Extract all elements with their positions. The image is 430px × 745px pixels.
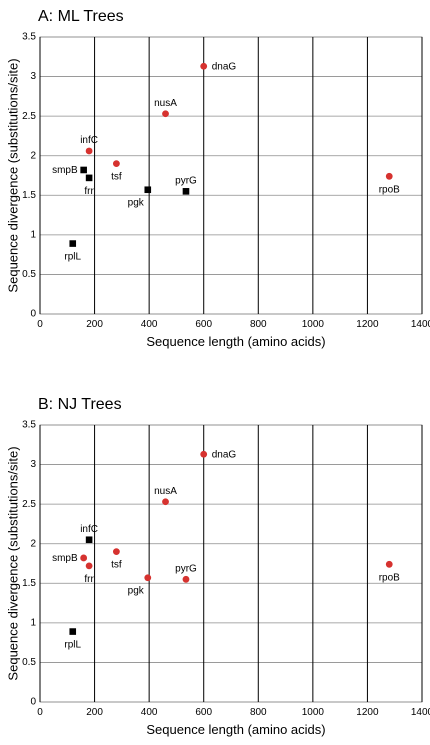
data-point-dnaG: [200, 62, 208, 70]
point-label-rplL: rplL: [64, 640, 81, 651]
point-label-infC: infC: [80, 524, 98, 535]
data-point-pyrG: [182, 188, 190, 195]
data-point-frr: [85, 562, 93, 570]
y-axis-label: Sequence divergence (substitutions/site): [5, 446, 20, 680]
point-label-pyrG: pyrG: [175, 563, 197, 574]
x-tick-label: 800: [250, 319, 267, 330]
point-label-nusA: nusA: [154, 98, 177, 109]
y-tick-label: 2: [30, 150, 36, 161]
data-point-tsf: [113, 548, 120, 556]
point-label-infC: infC: [80, 135, 98, 146]
x-tick-label: 0: [37, 319, 43, 330]
y-tick-label: 1: [30, 617, 36, 628]
point-label-pgk: pgk: [128, 586, 145, 597]
data-point-nusA: [162, 110, 169, 118]
point-label-frr: frr: [84, 574, 94, 585]
point-label-rpoB: rpoB: [379, 572, 400, 583]
point-label-rplL: rplL: [64, 252, 81, 263]
chart-title: B: NJ Trees: [38, 396, 122, 413]
data-point-dnaG: [200, 450, 208, 458]
y-tick-label: 2: [30, 538, 36, 549]
point-label-pgk: pgk: [128, 198, 145, 209]
plot-frame: [39, 424, 423, 703]
y-tick-label: 1: [30, 229, 36, 240]
x-tick-label: 1000: [302, 319, 325, 330]
data-point-rpoB: [385, 172, 393, 180]
x-tick-label: 1000: [302, 707, 325, 718]
x-axis-label: Sequence length (amino acids): [146, 334, 325, 349]
data-point-smpB: [80, 166, 87, 174]
y-tick-label: 0: [30, 697, 36, 708]
y-tick-label: 3: [30, 459, 36, 470]
y-tick-label: 0.5: [22, 657, 36, 668]
data-point-rplL: [69, 240, 77, 247]
data-point-infC: [85, 536, 93, 544]
y-tick-label: 3.5: [22, 32, 36, 43]
y-axis-label: Sequence divergence (substitutions/site): [5, 58, 20, 292]
y-tick-label: 0.5: [22, 269, 36, 280]
point-label-smpB: smpB: [52, 165, 78, 176]
data-point-rplL: [69, 628, 77, 635]
x-tick-label: 400: [141, 707, 158, 718]
x-tick-label: 1200: [356, 319, 379, 330]
point-label-smpB: smpB: [52, 553, 78, 564]
x-axis-label: Sequence length (amino acids): [146, 722, 325, 737]
chart-title: A: ML Trees: [38, 8, 124, 25]
data-point-smpB: [80, 554, 88, 562]
point-label-tsf: tsf: [111, 172, 122, 183]
y-tick-label: 2.5: [22, 499, 36, 510]
point-label-rpoB: rpoB: [379, 184, 400, 195]
point-label-frr: frr: [84, 186, 94, 197]
y-tick-label: 3: [30, 71, 36, 82]
y-tick-label: 1.5: [22, 578, 36, 589]
point-label-dnaG: dnaG: [212, 61, 237, 72]
data-point-nusA: [162, 498, 169, 506]
data-point-rpoB: [385, 560, 393, 568]
x-tick-label: 200: [86, 707, 103, 718]
x-tick-label: 1200: [356, 707, 379, 718]
x-tick-label: 800: [250, 707, 267, 718]
data-point-pgk: [144, 186, 152, 194]
x-tick-label: 400: [141, 319, 158, 330]
data-point-pyrG: [182, 575, 190, 583]
x-tick-label: 0: [37, 707, 43, 718]
y-tick-label: 0: [30, 309, 36, 320]
y-tick-label: 2.5: [22, 111, 36, 122]
point-label-pyrG: pyrG: [175, 175, 197, 186]
y-tick-label: 3.5: [22, 420, 36, 431]
y-tick-label: 1.5: [22, 190, 36, 201]
x-tick-label: 600: [195, 707, 212, 718]
data-point-tsf: [113, 160, 120, 168]
point-label-nusA: nusA: [154, 486, 177, 497]
plot-frame: [39, 36, 423, 315]
data-point-pgk: [144, 574, 152, 582]
data-point-infC: [85, 147, 93, 155]
x-tick-label: 200: [86, 319, 103, 330]
x-tick-label: 600: [195, 319, 212, 330]
data-point-frr: [85, 174, 93, 182]
point-label-tsf: tsf: [111, 560, 122, 571]
point-label-dnaG: dnaG: [212, 449, 237, 460]
